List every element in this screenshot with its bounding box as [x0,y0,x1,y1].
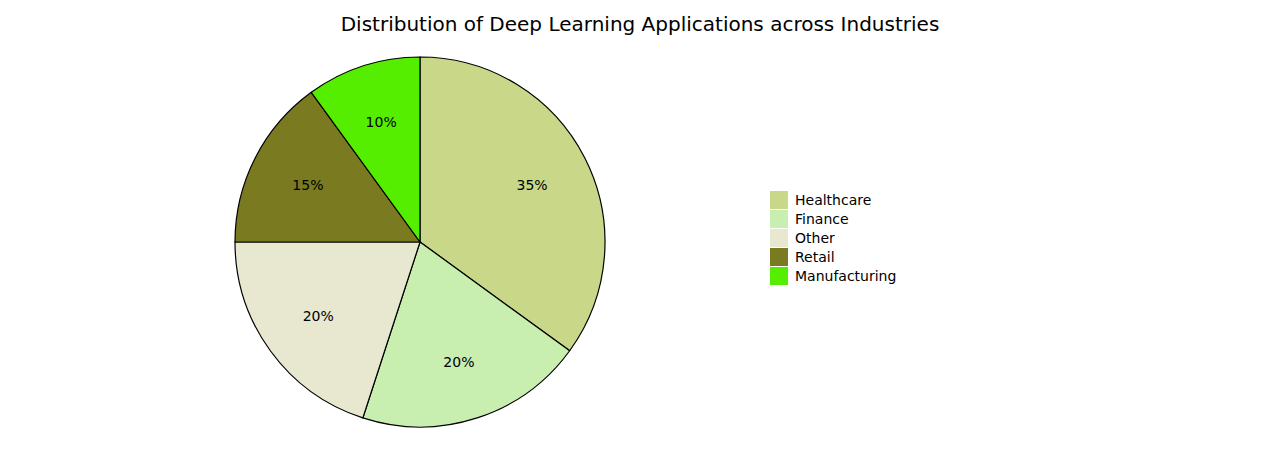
html-text:Distribution of Deep Learning: Distribution of Deep Learning Applicatio… [340,12,940,36]
svg-text:10%: 10% [366,114,397,130]
html-text:Retail: Retail [795,249,835,265]
svg-text:15%: 15% [292,177,323,193]
html-text:Finance: Finance [795,211,849,227]
html-text:Manufacturing: Manufacturing [795,268,897,284]
svg-text:20%: 20% [443,354,474,370]
svg-text:35%: 35% [517,177,548,193]
svg-text:20%: 20% [303,308,334,324]
html-text:Other: Other [795,230,835,246]
html-text:Healthcare: Healthcare [795,192,872,208]
